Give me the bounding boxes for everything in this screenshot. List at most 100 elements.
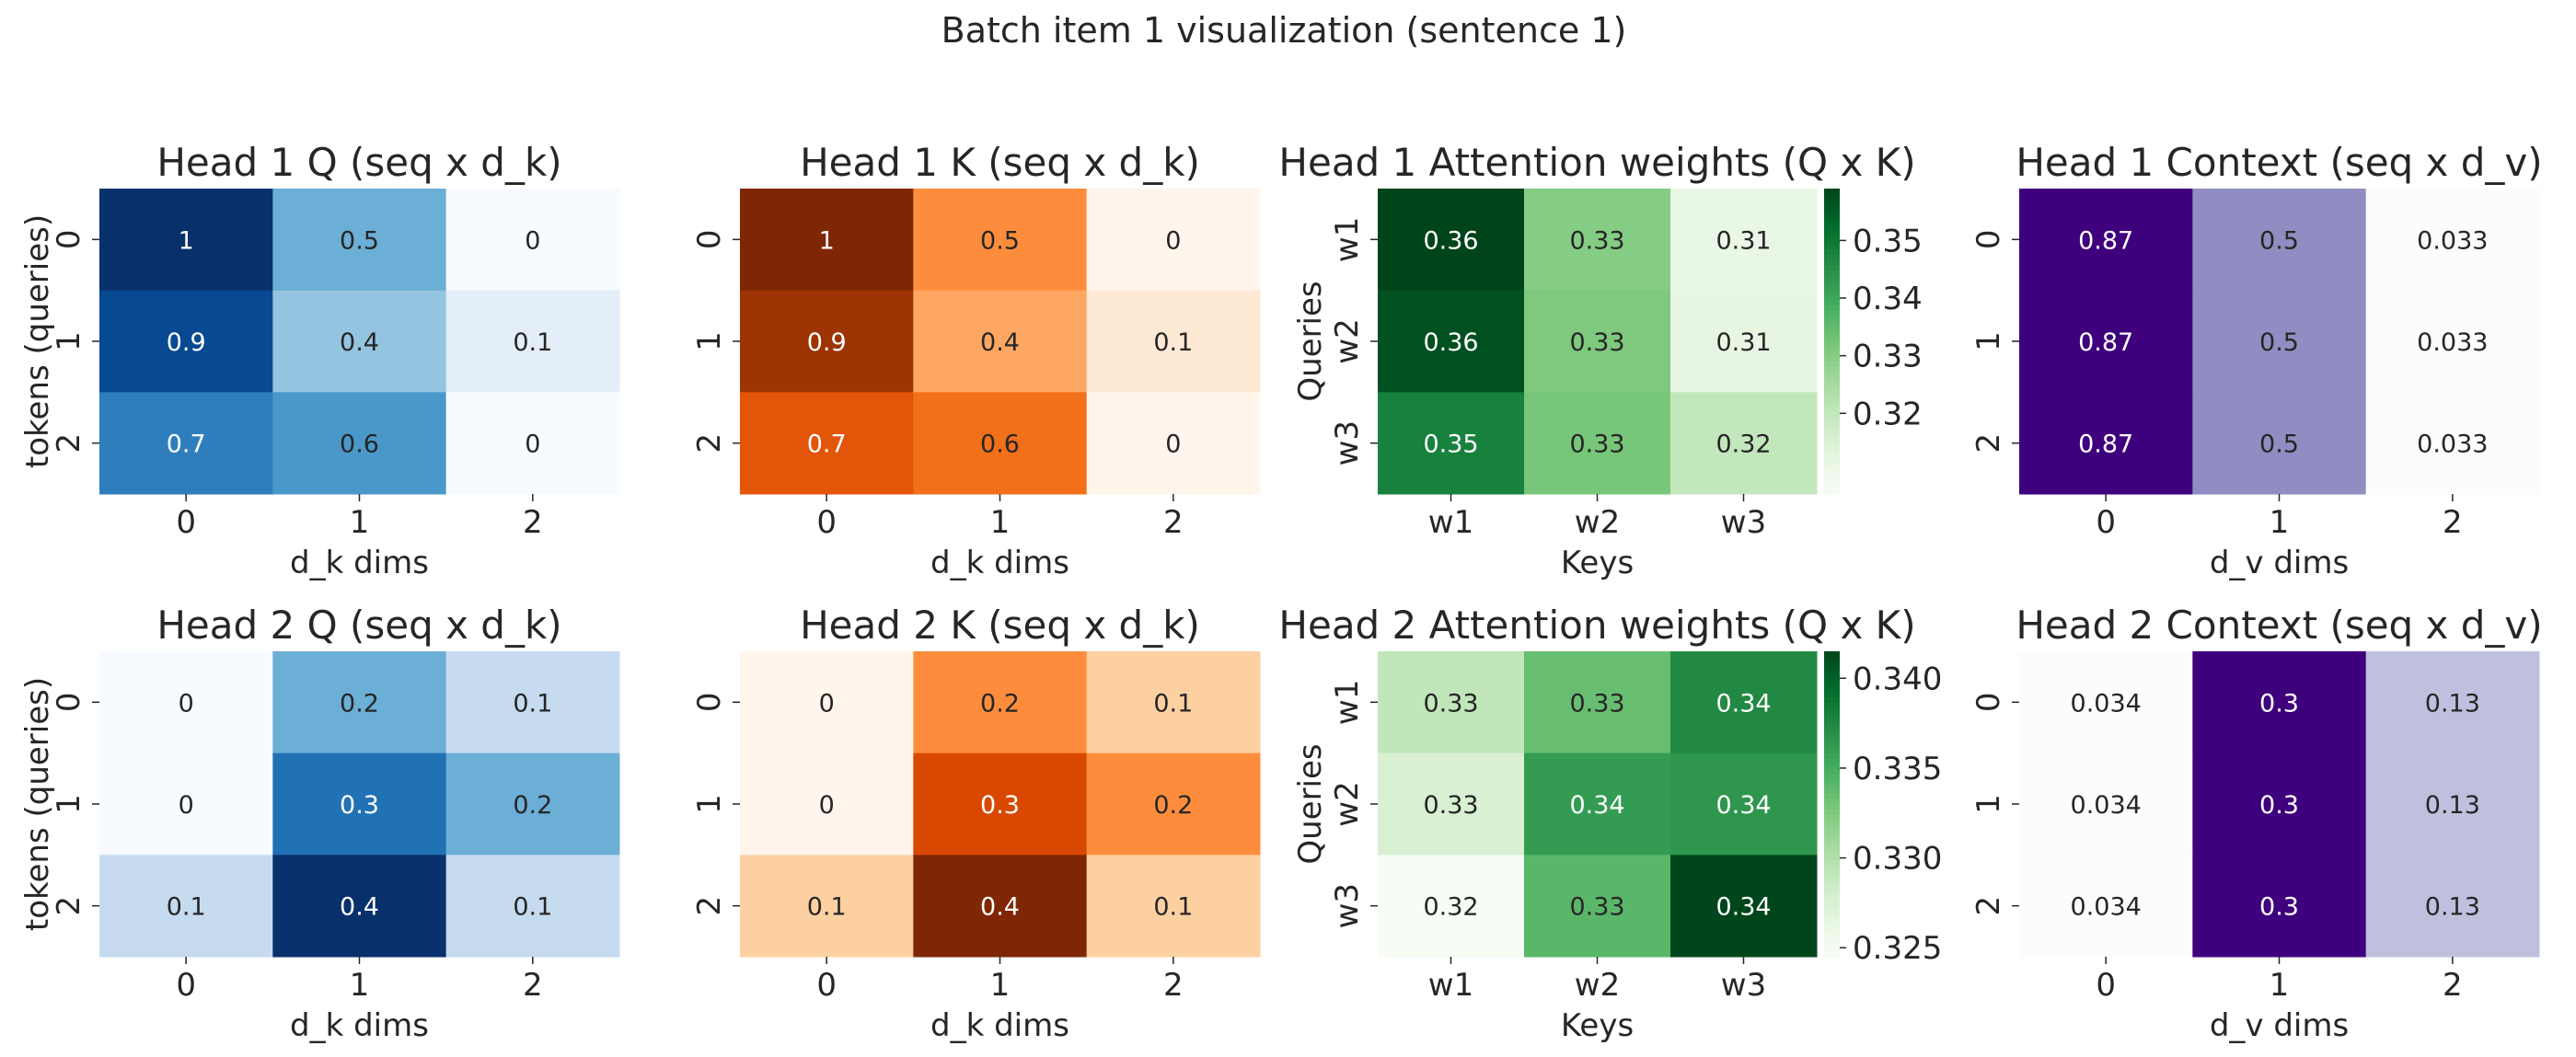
cell-label: 0.32 xyxy=(1423,893,1478,922)
cell-label: 0.13 xyxy=(2425,791,2480,820)
x-tick-label: 0 xyxy=(176,504,196,541)
heatmap-cell xyxy=(913,753,1088,856)
colorbar-segment xyxy=(1824,346,1840,352)
cell-label: 0.32 xyxy=(1715,431,1771,459)
panel-title: Head 1 Attention weights (Q x K) xyxy=(1278,140,1915,185)
heatmap-cell xyxy=(2192,855,2367,958)
heatmap-panel-8: Head 2 Context (seq x d_v) 0.034 0.3 0.13 0.… xyxy=(1970,603,2543,1044)
cell-label: 0.5 xyxy=(2259,431,2299,459)
colorbar-segment xyxy=(1824,819,1840,825)
heatmap-cell xyxy=(1524,753,1671,856)
y-tick-label: 0 xyxy=(691,693,728,713)
heatmap-cell xyxy=(99,290,273,393)
colorbar-segment xyxy=(1824,804,1840,810)
heatmap-cell xyxy=(740,392,914,495)
colorbar-segment xyxy=(1824,244,1840,250)
x-tick-label: 2 xyxy=(1163,504,1184,541)
colorbar-tick-label: 0.330 xyxy=(1853,841,1942,878)
colorbar-segment xyxy=(1824,351,1840,358)
heatmap-cell xyxy=(2192,753,2367,856)
heatmap-cell xyxy=(913,290,1088,393)
heatmap-cell xyxy=(1524,651,1671,754)
heatmap-cell xyxy=(913,651,1088,754)
colorbar-segment xyxy=(1824,793,1840,800)
colorbar-segment xyxy=(1824,392,1840,398)
heatmap-cell xyxy=(1378,855,1525,958)
colorbar-segment xyxy=(1824,300,1840,306)
x-tick-label: w1 xyxy=(1428,504,1473,541)
colorbar-segment xyxy=(1824,305,1840,312)
y-tick-label: 2 xyxy=(51,896,87,916)
y-axis-label: Queries xyxy=(1292,743,1329,864)
colorbar-segment xyxy=(1824,768,1840,775)
heatmap-cell xyxy=(1086,392,1261,495)
x-tick-label: w3 xyxy=(1721,967,1766,1004)
heatmap-cell xyxy=(1670,189,1818,292)
heatmap-cell xyxy=(740,753,914,856)
colorbar-segment xyxy=(1824,742,1840,749)
heatmap-cell xyxy=(272,753,447,856)
colorbar-segment xyxy=(1824,341,1840,348)
colorbar-segment xyxy=(1824,921,1840,927)
cell-label: 0.13 xyxy=(2425,893,2480,922)
heatmap-cell xyxy=(272,392,447,495)
y-tick-label: 0 xyxy=(1970,230,2007,250)
colorbar-segment xyxy=(1824,438,1840,444)
cell-label: 0.3 xyxy=(2259,791,2299,820)
colorbar-segment xyxy=(1824,386,1840,393)
colorbar-segment xyxy=(1824,320,1840,327)
cell-label: 0.87 xyxy=(2078,328,2133,357)
colorbar-segment xyxy=(1824,259,1840,266)
cell-label: 0.34 xyxy=(1715,791,1771,820)
colorbar-segment xyxy=(1824,189,1840,195)
heatmap-cell xyxy=(272,855,447,958)
heatmap-cell xyxy=(2365,290,2540,393)
colorbar-segment xyxy=(1824,458,1840,465)
cell-label: 0.6 xyxy=(340,431,379,459)
cell-label: 0.033 xyxy=(2417,431,2488,459)
colorbar-segment xyxy=(1824,696,1840,703)
colorbar-segment xyxy=(1824,855,1840,861)
heatmap-cell xyxy=(740,189,914,292)
colorbar-segment xyxy=(1824,686,1840,693)
colorbar-segment xyxy=(1824,738,1840,744)
colorbar-segment xyxy=(1824,285,1840,292)
colorbar-segment xyxy=(1824,911,1840,917)
colorbar-segment xyxy=(1824,890,1840,897)
heatmap-cell xyxy=(740,651,914,754)
heatmap-cell xyxy=(99,753,273,856)
colorbar-segment xyxy=(1824,310,1840,316)
heatmap-cell xyxy=(1378,189,1525,292)
colorbar-segment xyxy=(1824,473,1840,479)
panel-title: Head 1 Q (seq x d_k) xyxy=(156,140,561,185)
heatmap-cell xyxy=(445,392,620,495)
x-tick-label: 0 xyxy=(816,967,837,1004)
cell-label: 0.1 xyxy=(167,893,206,922)
colorbar-segment xyxy=(1824,290,1840,296)
cell-label: 0.6 xyxy=(980,431,1020,459)
cell-label: 0 xyxy=(819,791,835,820)
colorbar-segment xyxy=(1824,656,1840,662)
heatmap-cell xyxy=(2192,290,2367,393)
x-tick-label: 0 xyxy=(816,504,837,541)
cell-label: 0.034 xyxy=(2071,689,2142,718)
colorbar-segment xyxy=(1824,748,1840,754)
y-axis-label: Queries xyxy=(1292,281,1329,401)
cell-label: 0.33 xyxy=(1423,689,1478,718)
heatmap-cell xyxy=(913,392,1088,495)
colorbar-segment xyxy=(1824,783,1840,789)
x-axis-label: Keys xyxy=(1561,1007,1634,1044)
y-tick-label: 2 xyxy=(691,433,728,454)
heatmap-cell xyxy=(1670,855,1818,958)
y-axis-label: tokens (queries) xyxy=(19,677,56,931)
x-tick-label: w2 xyxy=(1575,967,1620,1004)
colorbar-segment xyxy=(1824,193,1840,200)
cell-label: 0.4 xyxy=(980,328,1020,357)
heatmap-cell xyxy=(99,651,273,754)
x-tick-label: 0 xyxy=(2096,967,2116,1004)
heatmap-cell xyxy=(2365,855,2540,958)
cell-label: 0.5 xyxy=(2259,226,2299,255)
heatmap-panel-3: Head 1 Attention weights (Q x K) 0.36 0.33… xyxy=(1278,140,1922,581)
heatmap-cell xyxy=(1378,651,1525,754)
heatmap-panel-7: Head 2 Attention weights (Q x K) 0.33 0.33… xyxy=(1278,603,1942,1044)
